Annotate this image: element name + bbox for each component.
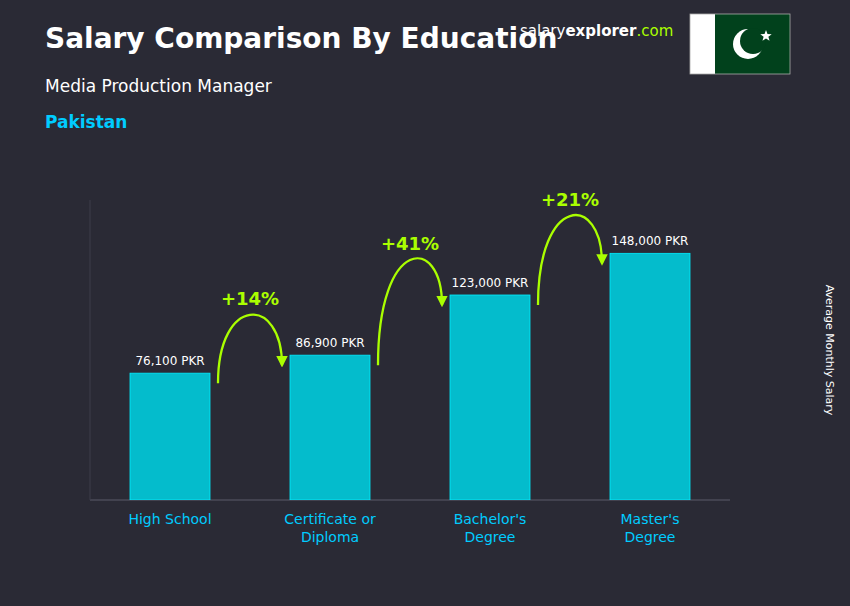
source: salaryexplorer.com [520, 22, 673, 40]
category-label: Master'sDegree [621, 511, 680, 545]
y-axis-line [90, 200, 91, 500]
annotation: +41% [381, 233, 439, 254]
chart: Salary Comparison By Education Media Prod… [0, 0, 850, 606]
data-label: 123,000 PKR [452, 276, 529, 290]
y-axis-label: Average Monthly Salary [823, 285, 836, 416]
subtitle: Media Production Manager [45, 76, 272, 96]
change-arrow [378, 258, 442, 365]
country: Pakistan [45, 112, 127, 132]
flag [690, 14, 790, 74]
source-part: explorer [565, 22, 637, 40]
category-label: High School [128, 511, 211, 527]
category-label: Certificate orDiploma [284, 511, 376, 545]
bar [130, 373, 210, 500]
flag-border [690, 14, 790, 74]
flag-stripe [690, 14, 715, 74]
change-arrow [538, 215, 602, 305]
bar [290, 355, 370, 500]
source-part: .com [636, 22, 673, 40]
data-label: 86,900 PKR [295, 336, 364, 350]
title: Salary Comparison By Education [45, 22, 557, 55]
bars [130, 253, 690, 500]
flag-field [715, 14, 790, 74]
annotation: +21% [541, 189, 599, 210]
category-label: Bachelor'sDegree [454, 511, 527, 545]
data-label: 148,000 PKR [612, 234, 689, 248]
flag-crescent-cut [740, 28, 766, 54]
flag-star [760, 30, 771, 41]
annotation: +14% [221, 288, 279, 309]
bar [450, 295, 530, 500]
bar [610, 253, 690, 500]
change-arrow [218, 315, 282, 383]
source-part: salary [520, 22, 566, 40]
data-label: 76,100 PKR [135, 354, 204, 368]
